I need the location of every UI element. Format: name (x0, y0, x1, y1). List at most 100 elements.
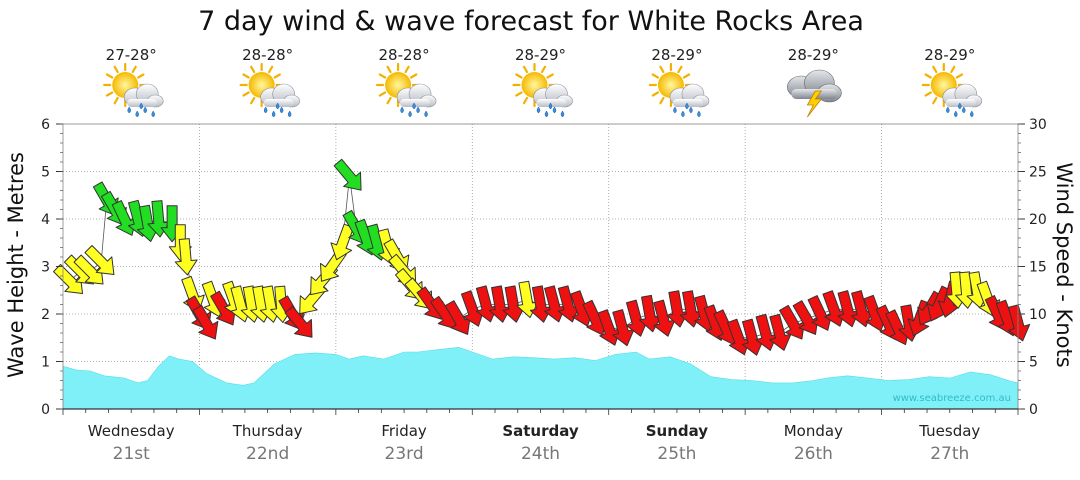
day-column: 28-29° Saturday 24th (502, 46, 579, 464)
wind-arrow (679, 290, 703, 328)
rain-drop (424, 110, 428, 118)
sun-ray (955, 73, 964, 79)
sun-cloud-rain-icon (921, 62, 983, 118)
day-name: Monday (784, 422, 843, 440)
sun-ray (242, 73, 250, 79)
right-tick-label: 15 (1029, 260, 1047, 276)
sun-ray (113, 96, 119, 105)
day-temperature: 28-28° (242, 46, 293, 64)
left-tick-label: 6 (41, 117, 50, 133)
wind-arrow (84, 245, 115, 276)
day-date: 21st (113, 444, 150, 464)
rain-drop (548, 102, 553, 110)
sun-ray (950, 65, 956, 74)
wind-arrow (53, 264, 84, 295)
right-tick-label: 25 (1029, 165, 1047, 181)
cloud-part (127, 99, 158, 107)
sun-ray (651, 73, 660, 79)
sun-ray (659, 65, 665, 74)
rain-drop (544, 110, 549, 118)
rain-drop (275, 102, 280, 110)
sun-ray (404, 65, 410, 74)
sun-cloud-rain-icon (239, 62, 300, 118)
rain-drop (416, 106, 420, 114)
wind-arrow (516, 280, 539, 319)
sun-ray (515, 91, 523, 97)
sun-ray (378, 91, 387, 97)
right-tick-label: 5 (1029, 355, 1038, 371)
sun-ray (250, 96, 256, 105)
sun-ray (131, 65, 137, 74)
sun-cloud-rain-icon (103, 62, 164, 118)
sun-ray (932, 96, 938, 105)
day-date: 27th (930, 444, 969, 464)
right-tick-label: 10 (1029, 307, 1047, 323)
wind-arrow (444, 300, 471, 335)
sun-ray (659, 96, 665, 105)
sun-ray (522, 96, 529, 105)
wind-arrow (557, 285, 580, 323)
rain-drop (689, 106, 693, 114)
sun-ray (515, 73, 523, 79)
sun-ray (924, 73, 932, 79)
left-tick-label: 1 (41, 355, 50, 371)
right-axis-label: Wind Speed - Knots (1052, 162, 1076, 367)
rain-drop (560, 110, 565, 118)
storm-cloud-icon (787, 69, 842, 118)
rain-drop (552, 106, 557, 114)
watermark: www.seabreeze.com.au (893, 393, 1011, 404)
wind-arrow (769, 313, 792, 351)
day-name: Saturday (502, 422, 579, 440)
rain-drop (287, 110, 292, 118)
day-name: Tuesday (918, 422, 980, 440)
lightning-bolt (806, 90, 823, 118)
wind-arrow (612, 309, 635, 347)
rain-drop (135, 110, 139, 118)
left-tick-label: 0 (41, 402, 50, 418)
wind-arrow (779, 304, 805, 340)
day-column: 28-29° Sunday 25th (646, 46, 710, 464)
day-column: 28-29° Tuesday 27th (918, 46, 983, 464)
day-temperature: 27-28° (106, 46, 157, 64)
sun-ray (386, 65, 392, 74)
sun-cloud-rain-icon (512, 62, 573, 118)
day-temperature: 28-29° (651, 46, 702, 64)
day-name: Wednesday (88, 422, 175, 440)
wind-arrow (284, 305, 313, 338)
wind-arrow (1007, 304, 1031, 342)
day-date: 25th (657, 444, 696, 464)
wind-arrow (192, 304, 219, 340)
cloud-part (672, 99, 703, 107)
rain-drop (263, 106, 268, 114)
day-name: Friday (381, 422, 427, 440)
rain-drop (970, 110, 974, 118)
day-temperature: 28-28° (379, 46, 430, 64)
left-axis-label: Wave Height - Metres (4, 152, 28, 378)
sun-ray (113, 65, 119, 74)
day-headers: 27-28°Wednesday21st28-28°Thursday22nd28-… (88, 46, 983, 464)
right-tick-label: 30 (1029, 117, 1047, 133)
rain-drop (271, 110, 276, 118)
rain-drop (681, 110, 685, 118)
sun-ray (932, 65, 938, 74)
wave-area-series (62, 346, 1019, 410)
day-column: 28-28° Thursday 22nd (232, 46, 303, 464)
rain-drop (954, 110, 958, 118)
sun-ray (522, 65, 529, 74)
sun-ray (250, 65, 256, 74)
rain-drop (279, 106, 284, 114)
cloud-part (536, 99, 567, 107)
sun-ray (273, 73, 281, 79)
day-date: 22nd (246, 444, 289, 464)
day-date: 26th (794, 444, 833, 464)
sun-cloud-rain-icon (648, 62, 710, 118)
left-tick-label: 5 (41, 165, 50, 181)
rain-drop (412, 102, 416, 110)
cloud-part (400, 99, 431, 107)
right-tick-label: 0 (1029, 402, 1038, 418)
sun-ray (386, 96, 392, 105)
rain-drop (151, 110, 155, 118)
wind-arrow (174, 238, 198, 276)
day-column: 28-28° Friday 23rd (375, 46, 437, 464)
